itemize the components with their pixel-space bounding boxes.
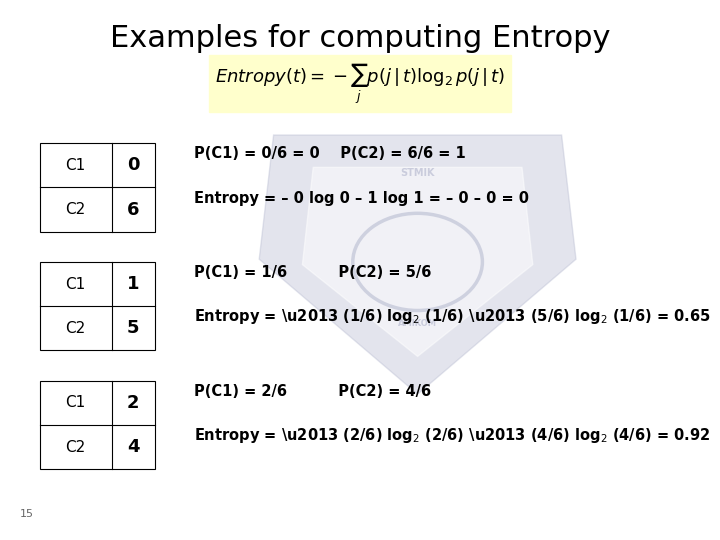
Text: AMIKOM: AMIKOM (398, 320, 437, 328)
Text: Entropy = \u2013 (2/6) log$_2$ (2/6) \u2013 (4/6) log$_2$ (4/6) = 0.92: Entropy = \u2013 (2/6) log$_2$ (2/6) \u2… (194, 426, 711, 445)
Text: Entropy = \u2013 (1/6) log$_2$ (1/6) \u2013 (5/6) log$_2$ (1/6) = 0.65: Entropy = \u2013 (1/6) log$_2$ (1/6) \u2… (194, 307, 711, 327)
Text: P(C1) = 2/6          P(C2) = 4/6: P(C1) = 2/6 P(C2) = 4/6 (194, 384, 431, 399)
Bar (40, 143, 155, 232)
Text: 4: 4 (127, 438, 140, 456)
Text: C1: C1 (66, 158, 86, 173)
Text: $\mathit{Entropy}(t) = -\sum_j p(j\,|\,t)\log_2 p(j\,|\,t)$: $\mathit{Entropy}(t) = -\sum_j p(j\,|\,t… (215, 62, 505, 106)
Text: C2: C2 (66, 321, 86, 336)
Text: C1: C1 (66, 276, 86, 292)
Bar (40, 262, 155, 350)
Text: C2: C2 (66, 440, 86, 455)
Text: Examples for computing Entropy: Examples for computing Entropy (109, 24, 611, 53)
Text: 15: 15 (20, 509, 34, 519)
Text: 0: 0 (127, 156, 140, 174)
Text: STMIK: STMIK (400, 168, 435, 178)
Text: Entropy = – 0 log 0 – 1 log 1 = – 0 – 0 = 0: Entropy = – 0 log 0 – 1 log 1 = – 0 – 0 … (194, 191, 529, 206)
Polygon shape (259, 135, 576, 394)
Text: 1: 1 (127, 275, 140, 293)
Polygon shape (302, 167, 533, 356)
Text: P(C1) = 0/6 = 0    P(C2) = 6/6 = 1: P(C1) = 0/6 = 0 P(C2) = 6/6 = 1 (194, 146, 466, 161)
Bar (40, 381, 155, 469)
Text: P(C1) = 1/6          P(C2) = 5/6: P(C1) = 1/6 P(C2) = 5/6 (194, 265, 432, 280)
Text: C1: C1 (66, 395, 86, 410)
Text: 2: 2 (127, 394, 140, 412)
Text: 5: 5 (127, 319, 140, 338)
Text: 6: 6 (127, 200, 140, 219)
Text: C2: C2 (66, 202, 86, 217)
